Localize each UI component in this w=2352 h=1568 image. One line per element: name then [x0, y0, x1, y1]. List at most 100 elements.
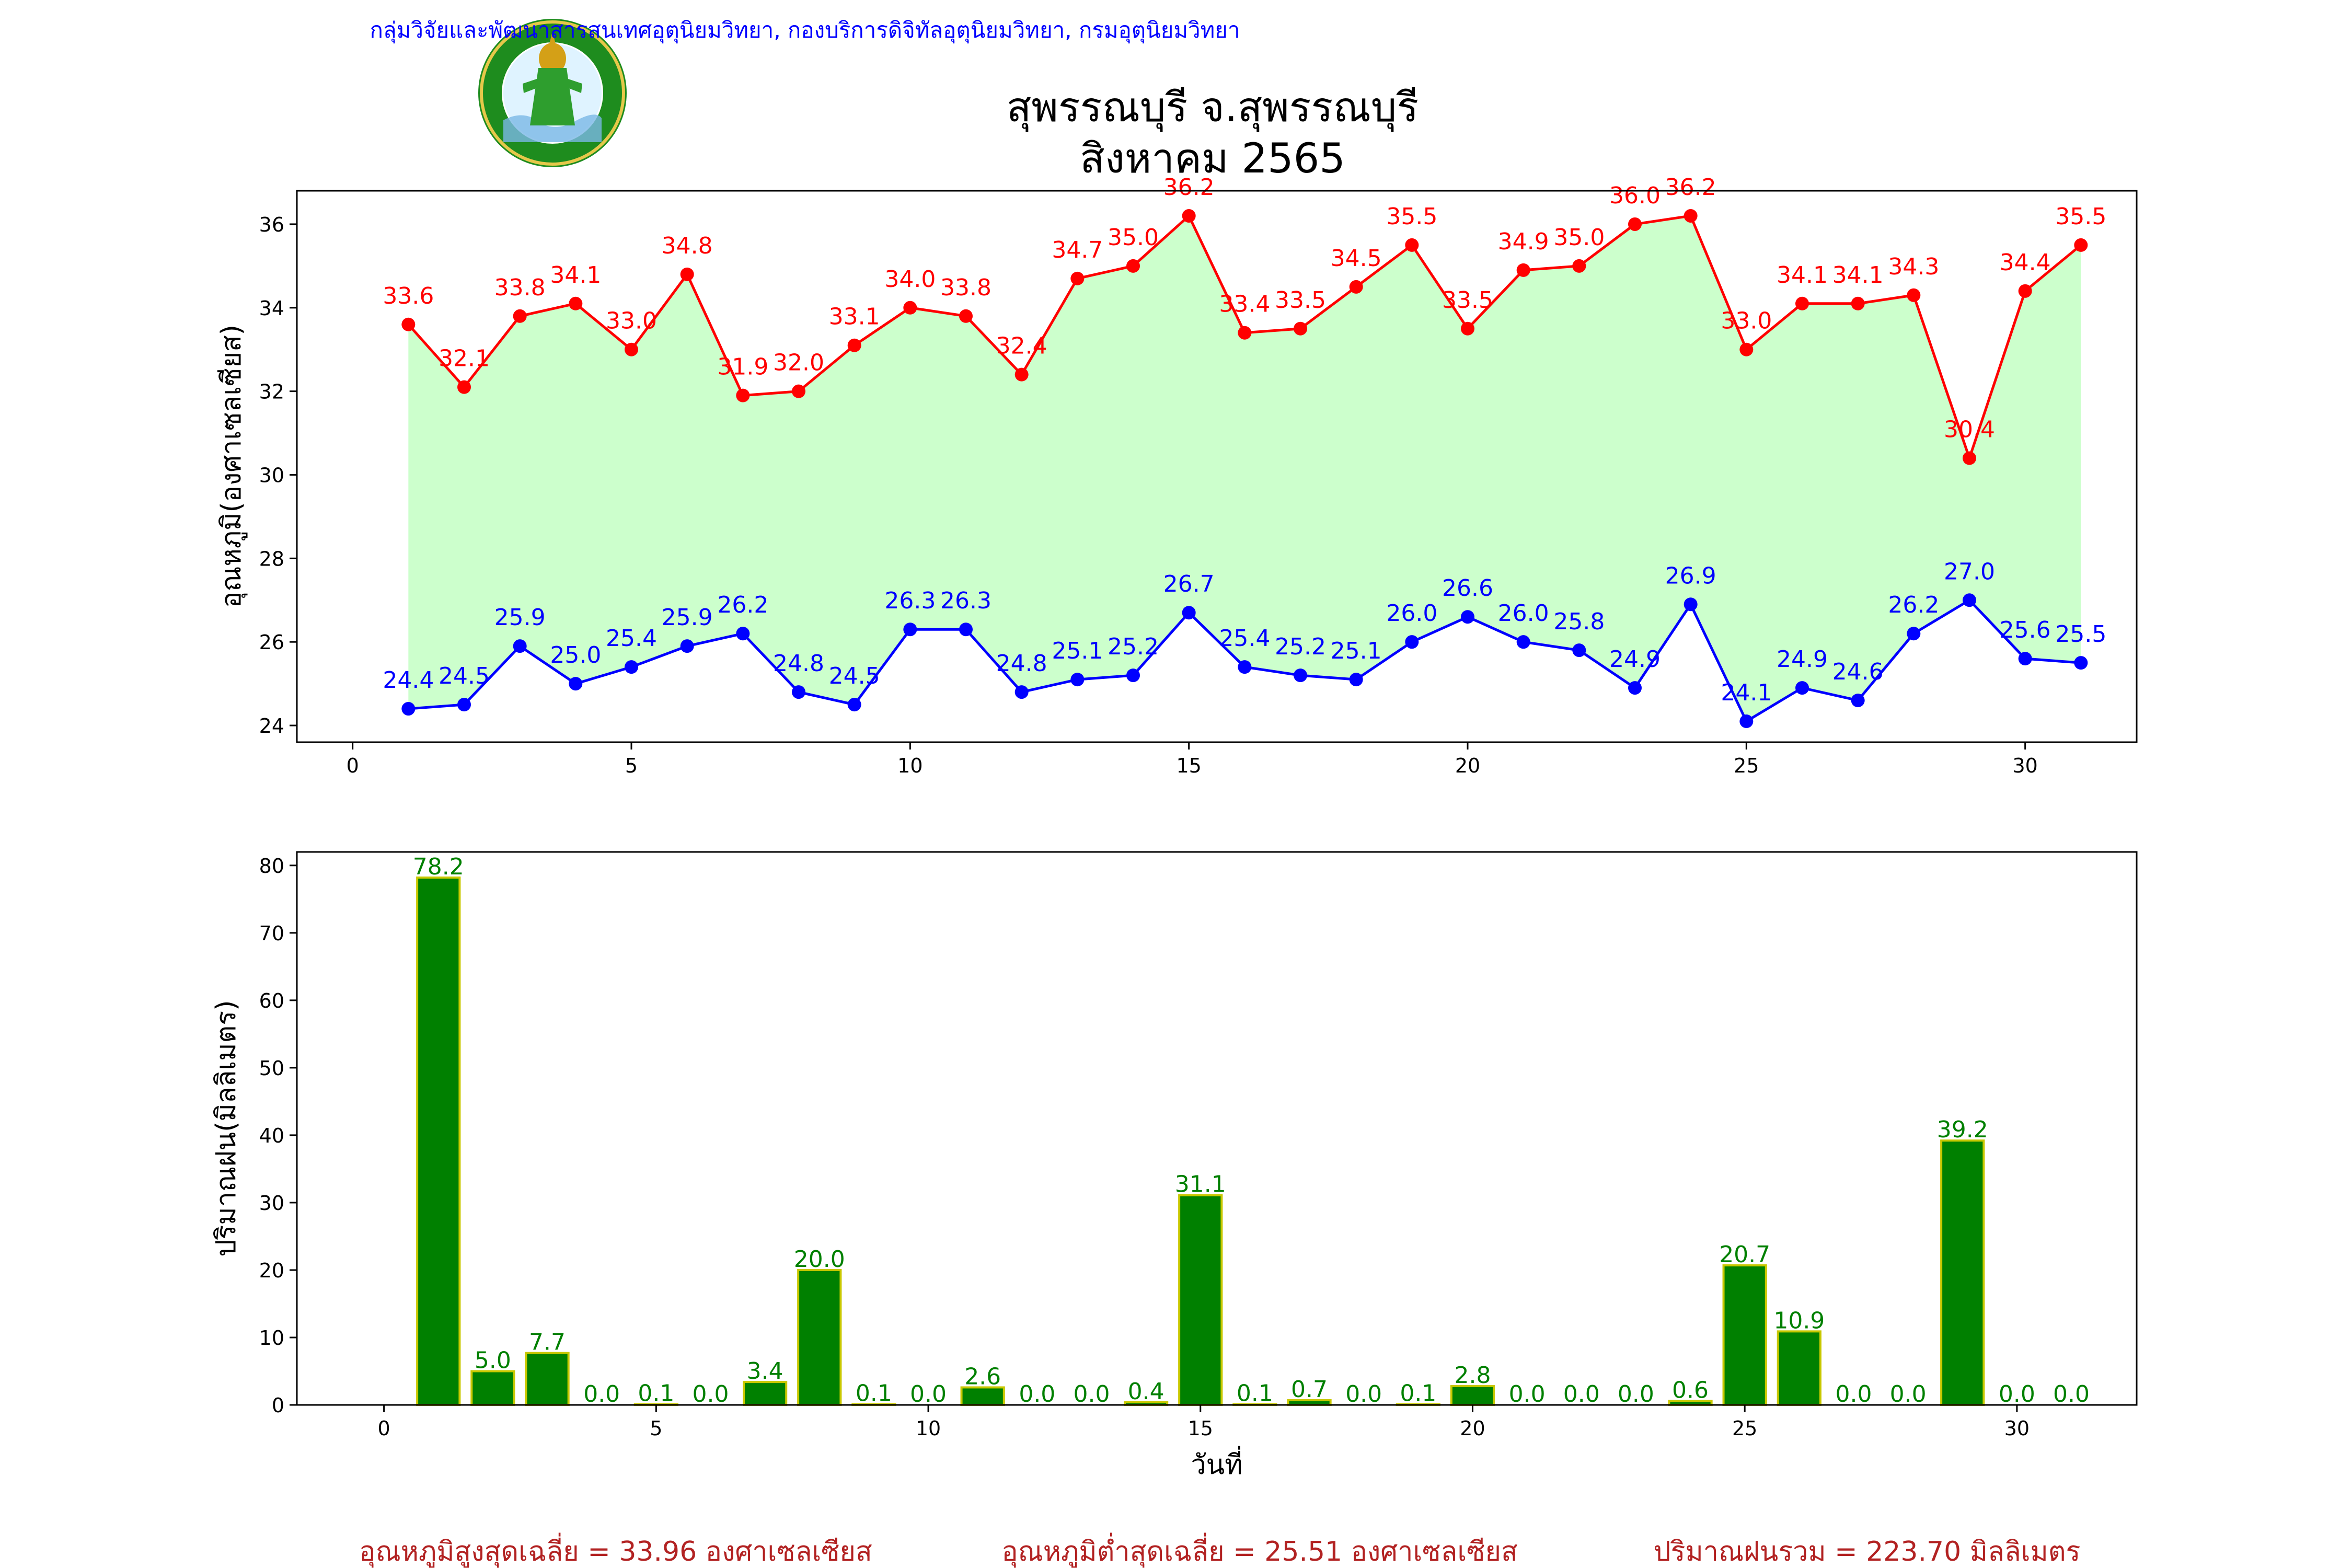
rainfall-x-tick-label: 0: [378, 1417, 390, 1440]
temperature-y-tick-label: 36: [259, 213, 284, 236]
max-temperature-label: 34.1: [550, 262, 601, 289]
max-temperature-point: [1405, 238, 1419, 252]
rainfall-x-axis-label: วันที่: [1191, 1446, 1242, 1481]
min-temperature-point: [457, 698, 471, 712]
min-temperature-point: [1349, 673, 1363, 687]
min-temperature-point: [1405, 635, 1419, 649]
rainfall-label: 0.0: [1509, 1381, 1546, 1408]
min-temperature-label: 25.4: [606, 625, 657, 652]
rainfall-label: 0.1: [856, 1380, 892, 1407]
max-temperature-label: 33.8: [940, 274, 991, 301]
min-temperature-label: 24.6: [1832, 659, 1884, 685]
rainfall-plot-frame: [296, 851, 2138, 1406]
min-temperature-point: [1628, 681, 1642, 695]
max-temperature-point: [2074, 238, 2088, 252]
rainfall-label: 0.0: [1345, 1381, 1382, 1408]
period-title: สิงหาคม 2565: [1080, 135, 1345, 182]
rainfall-label: 0.1: [1237, 1380, 1273, 1407]
rainfall-bar: [1777, 1330, 1821, 1406]
min-temperature-point: [1739, 714, 1754, 729]
rainfall-bar: [1178, 1194, 1223, 1406]
min-temperature-point: [1070, 673, 1085, 687]
min-temperature-point: [680, 639, 694, 653]
rainfall-label: 0.0: [1890, 1381, 1927, 1408]
rainfall-y-axis: 0 10 20 30 40 50 60 70 80: [259, 855, 297, 1417]
temperature-x-tick-label: 0: [347, 754, 359, 777]
min-temperature-point: [1572, 643, 1586, 658]
max-temperature-point: [401, 317, 416, 331]
max-temperature-label: 33.0: [606, 308, 657, 335]
max-temperature-point: [1516, 263, 1530, 277]
max-temperature-point: [1907, 288, 1921, 302]
rainfall-y-tick-label: 20: [259, 1259, 284, 1282]
max-temperature-point: [1182, 209, 1196, 223]
temperature-x-tick-label: 15: [1176, 754, 1201, 777]
org-line: กลุ่มวิจัยและพัฒนาสารสนเทศอุตุนิยมวิทยา,…: [370, 17, 1240, 44]
rainfall-bar: [1722, 1264, 1767, 1406]
min-temperature-point: [736, 627, 750, 641]
rainfall-y-tick-label: 30: [259, 1192, 284, 1215]
max-temperature-point: [792, 384, 805, 398]
rainfall-label: 0.7: [1291, 1376, 1328, 1403]
rainfall-label: 31.1: [1175, 1171, 1226, 1198]
rainfall-x-tick-label: 10: [916, 1417, 941, 1440]
max-temperature-point: [1294, 321, 1307, 336]
rainfall-label: 78.2: [413, 854, 464, 880]
min-temperature-label: 24.1: [1721, 679, 1772, 706]
min-temperature-point: [959, 622, 973, 637]
max-temperature-point: [1349, 280, 1363, 294]
temperature-plot-frame: [296, 190, 2138, 743]
rainfall-label: 0.0: [1073, 1381, 1110, 1408]
rainfall-label: 0.0: [1618, 1381, 1654, 1408]
max-temperature-point: [1070, 271, 1085, 285]
rainfall-x-tick-label: 30: [2004, 1417, 2030, 1440]
max-temperature-point: [1014, 367, 1029, 382]
station-title: สุพรรณบุรี จ.สุพรรณบุรี: [1007, 84, 1419, 132]
temperature-y-tick-label: 28: [259, 547, 284, 570]
max-temperature-point: [457, 380, 471, 394]
max-temperature-label: 34.0: [884, 266, 936, 293]
max-temperature-point: [1795, 296, 1809, 310]
max-temperature-point: [736, 388, 750, 402]
temperature-x-axis: 0 5 10 15 20 25 30: [347, 742, 2038, 777]
rainfall-bar: [743, 1381, 788, 1406]
max-temperature-point: [2018, 284, 2032, 298]
min-temperature-label: 24.9: [1777, 646, 1828, 673]
min-temperature-point: [1014, 685, 1029, 699]
min-temperature-point: [2018, 652, 2032, 666]
max-temperature-label: 34.8: [662, 233, 713, 259]
min-temperature-label: 25.8: [1553, 608, 1605, 635]
max-temperature-label: 33.0: [1721, 308, 1772, 335]
rainfall-y-tick-label: 80: [259, 855, 284, 878]
max-temperature-label: 33.8: [494, 274, 546, 301]
min-temperature-label: 25.5: [2055, 621, 2106, 648]
max-temperature-label: 35.5: [2055, 203, 2106, 230]
max-temperature-point: [513, 309, 527, 323]
min-temperature-label: 25.4: [1219, 625, 1270, 652]
min-temperature-label: 26.3: [940, 587, 991, 614]
temperature-y-tick-label: 32: [259, 381, 284, 403]
max-temperature-label: 35.0: [1553, 224, 1605, 251]
max-temperature-point: [959, 309, 973, 323]
rainfall-y-tick-label: 60: [259, 989, 284, 1012]
min-temperature-label: 24.5: [829, 663, 880, 689]
temperature-y-tick-label: 34: [259, 297, 284, 320]
rainfall-label: 0.1: [1400, 1380, 1436, 1407]
max-temperature-label: 32.0: [773, 350, 824, 376]
temperature-x-tick-label: 20: [1455, 754, 1480, 777]
min-temperature-label: 26.6: [1442, 575, 1493, 602]
min-temperature-label: 26.0: [1386, 600, 1437, 627]
max-temperature-label: 34.7: [1052, 237, 1103, 263]
max-temperature-label: 34.3: [1888, 253, 1939, 280]
temperature-x-tick-label: 30: [2012, 754, 2037, 777]
total-rainfall: ปริมาณฝนรวม = 223.70 มิลลิเมตร: [1654, 1536, 2081, 1567]
rainfall-y-tick-label: 10: [259, 1327, 284, 1350]
temperature-x-tick-label: 25: [1734, 754, 1759, 777]
max-temperature-label: 33.5: [1442, 287, 1493, 314]
min-temperature-label: 26.0: [1498, 600, 1549, 627]
max-temperature-point: [1739, 342, 1754, 356]
avg-min-temperature: อุณหภูมิต่ำสุดเฉลี่ย = 25.51 องศาเซลเซีย…: [1001, 1532, 1517, 1568]
max-temperature-label: 33.6: [383, 283, 434, 309]
max-temperature-point: [625, 342, 638, 356]
rainfall-bar: [797, 1269, 842, 1406]
